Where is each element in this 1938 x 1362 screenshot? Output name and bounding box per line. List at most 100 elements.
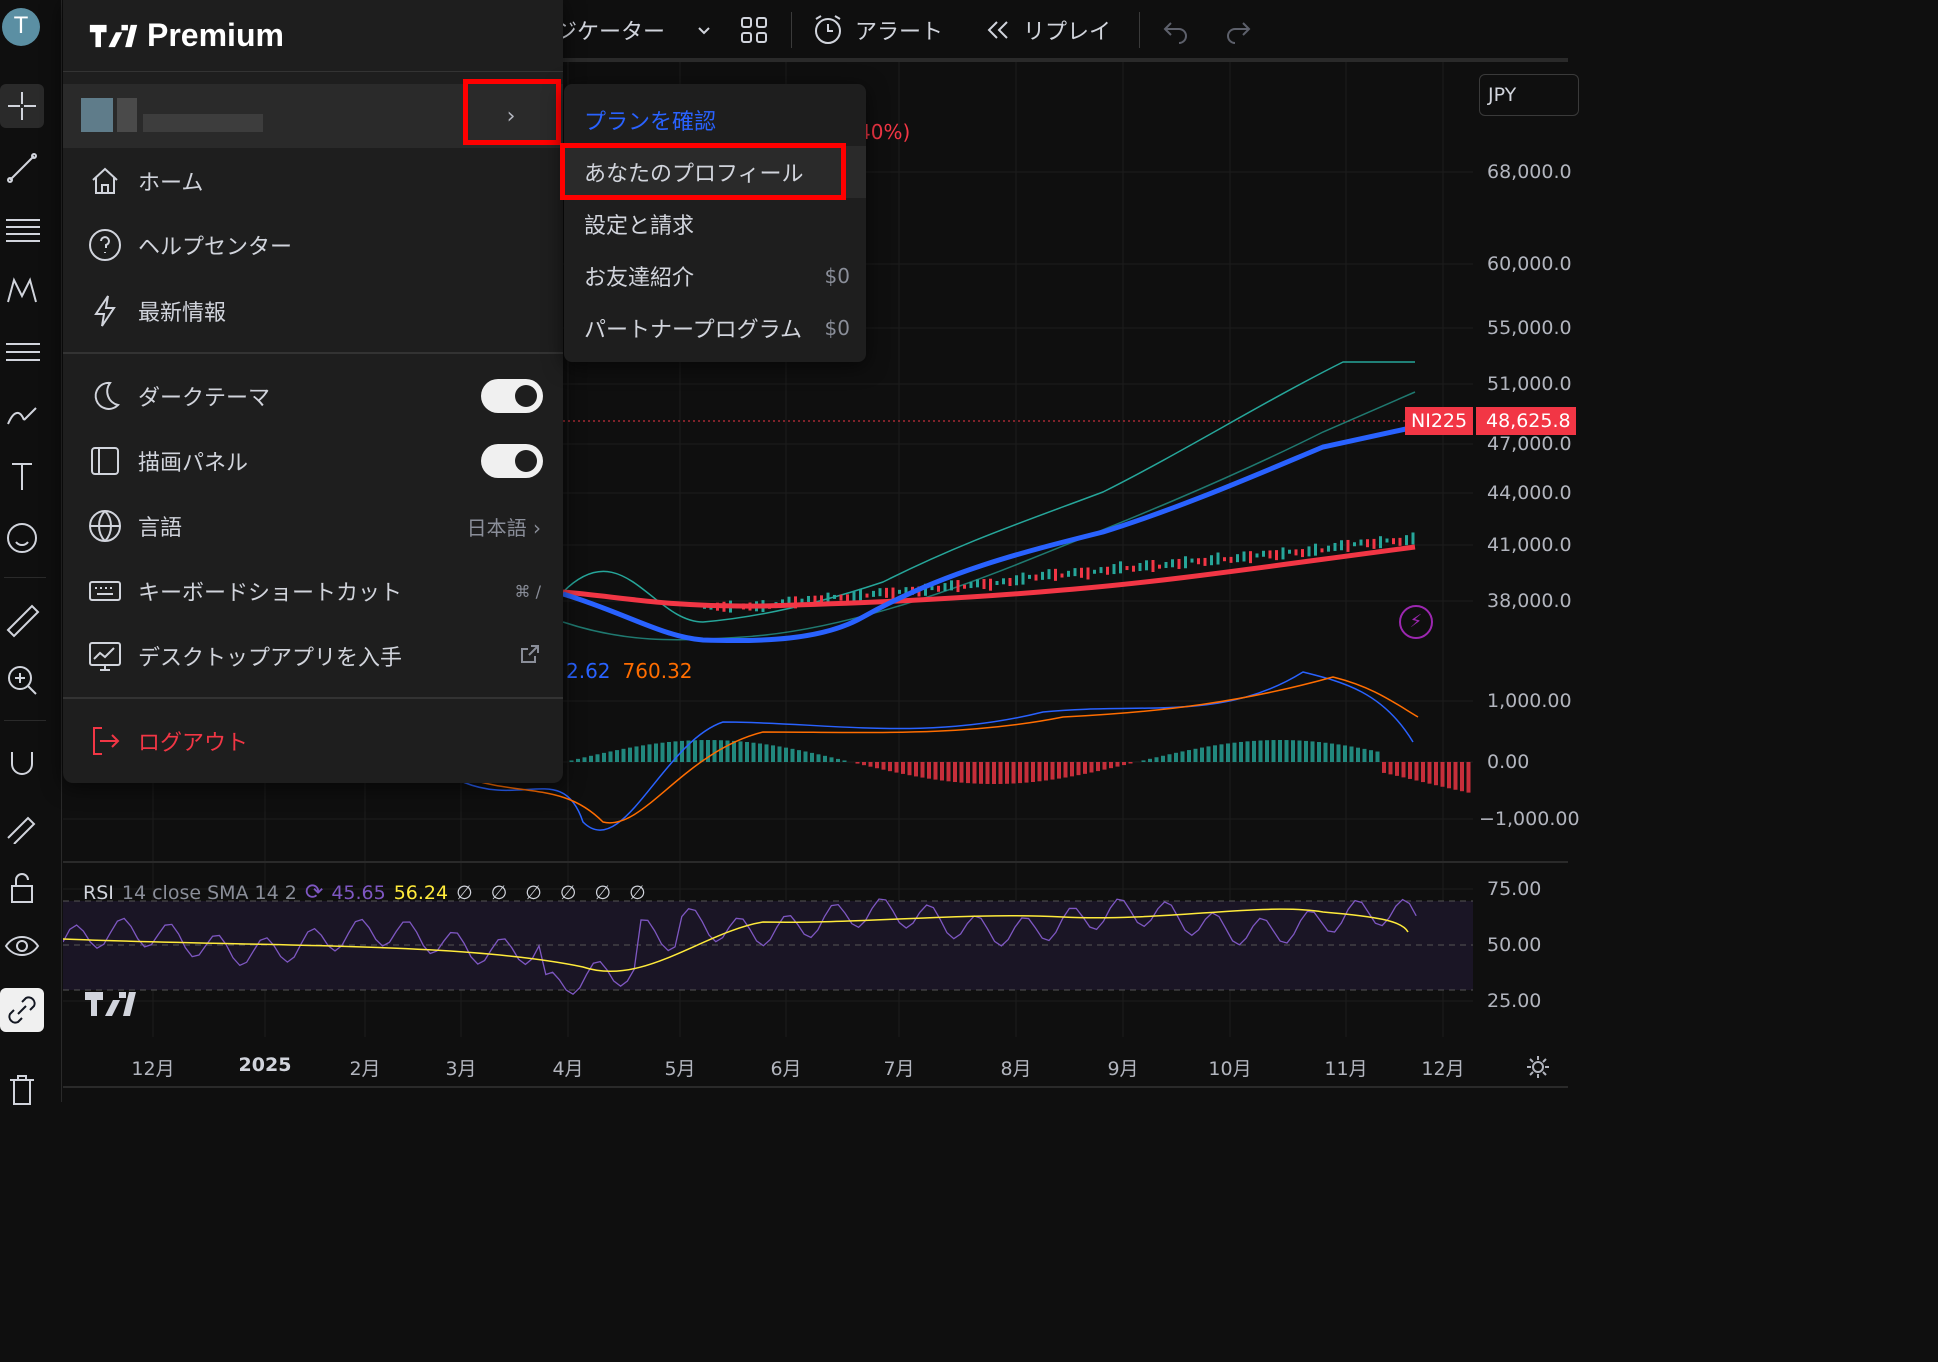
macd-histogram-bar (842, 760, 847, 762)
time-axis-label: 10月 (1208, 1058, 1252, 1080)
macd-axis-label: −1,000.00 (1479, 808, 1580, 830)
drawing-panel-toggle[interactable] (481, 444, 543, 478)
candle (1288, 549, 1291, 554)
trash-icon[interactable] (0, 1066, 44, 1110)
lock-drawing-icon[interactable] (0, 804, 44, 848)
menu-item-help[interactable]: ヘルプセンター (63, 214, 563, 276)
submenu-item-settings-billing[interactable]: 設定と請求 (564, 198, 866, 250)
macd-histogram-bar (1460, 762, 1464, 792)
link-icon[interactable] (0, 988, 44, 1032)
currency-selector[interactable]: JPY (1479, 74, 1579, 116)
eye-icon[interactable] (0, 924, 44, 968)
tradingview-logo (89, 24, 138, 47)
candle (826, 592, 830, 605)
menu-item-drawing-panel[interactable]: 描画パネル (63, 430, 563, 492)
macd-histogram-bar (836, 758, 840, 762)
rsi-axis-label: 25.00 (1487, 990, 1542, 1012)
avatar[interactable]: T (2, 8, 40, 46)
pattern-icon[interactable] (0, 268, 44, 312)
candle (1008, 577, 1012, 586)
indicators-button[interactable]: ジケーター (555, 10, 665, 50)
emoji-icon[interactable] (0, 516, 44, 560)
main-menu: Premium › ホーム ヘルプセンター 最新情報 ダークテーマ 描画パネル … (63, 0, 563, 783)
refresh-icon[interactable]: ⟳ (304, 880, 324, 905)
ruler-icon[interactable] (0, 598, 44, 642)
top-divider (1139, 12, 1140, 48)
redo-icon[interactable] (1223, 10, 1253, 50)
macd-histogram-bar (1310, 741, 1315, 762)
menu-item-home[interactable]: ホーム (63, 150, 563, 212)
macd-histogram-bar (725, 740, 730, 762)
replay-button[interactable]: リプレイ (983, 10, 1111, 50)
time-axis-label: 2月 (349, 1058, 381, 1080)
rsi-legend[interactable]: RSI 14 close SMA 14 2 ⟳ 45.65 56.24 ∅ ∅ … (83, 880, 652, 905)
layout-grid-icon[interactable] (739, 10, 769, 50)
macd-histogram-bar (1421, 762, 1425, 783)
account-row[interactable]: › (63, 84, 563, 148)
account-chevron-button[interactable]: › (463, 84, 559, 148)
macd-histogram-bar (777, 746, 782, 762)
macd-histogram-bar (1427, 762, 1432, 784)
trend-line-icon[interactable] (0, 146, 44, 190)
macd-histogram-bar (582, 757, 587, 762)
macd-histogram-bar (589, 755, 593, 762)
zoom-icon[interactable] (0, 658, 44, 702)
forecast-icon[interactable] (0, 330, 44, 374)
text-icon[interactable] (0, 454, 44, 498)
brush-icon[interactable] (0, 392, 44, 436)
macd-histogram-bar (1213, 745, 1217, 762)
symbol-tag: NI225 (1405, 407, 1474, 435)
external-link-icon (519, 643, 541, 670)
crosshair-icon[interactable] (0, 84, 44, 128)
macd-histogram-bar (1395, 762, 1399, 776)
candle (1164, 561, 1168, 568)
alert-button[interactable]: アラート (811, 10, 943, 50)
macd-histogram-bar (569, 760, 574, 762)
macd-histogram-bar (1252, 740, 1256, 762)
chart-area[interactable]: JPY 40%) 68,000.0 60,000.0 55,000.0 51,0… (63, 62, 1580, 1102)
submenu-item-view-plans[interactable]: プランを確認 (564, 94, 866, 146)
macd-histogram-bar (829, 757, 834, 762)
candle (950, 580, 953, 591)
chart-canvas[interactable] (63, 62, 1568, 1102)
submenu-item-refer-friend[interactable]: お友達紹介 $0 (564, 250, 866, 302)
unlock-icon[interactable] (0, 866, 44, 910)
last-price-tag: 48,625.8 (1476, 407, 1576, 435)
dropdown-chevron-icon[interactable] (695, 10, 713, 50)
macd-histogram-bar (940, 762, 944, 781)
time-axis-label: 7月 (883, 1058, 915, 1080)
submenu-item-value: $0 (824, 316, 850, 340)
macd-histogram-bar (810, 752, 814, 762)
menu-item-news[interactable]: 最新情報 (63, 280, 563, 342)
macd-signal-value: 760.32 (622, 659, 693, 683)
price-axis-label: 60,000.0 (1487, 253, 1572, 275)
menu-divider (63, 352, 563, 354)
fib-lines-icon[interactable] (0, 208, 44, 252)
macd-histogram-bar (1265, 740, 1269, 762)
macd-histogram-bar (1434, 762, 1438, 786)
candle (1236, 554, 1239, 563)
dark-theme-toggle[interactable] (481, 379, 543, 413)
candle (969, 582, 973, 589)
menu-item-shortcuts[interactable]: キーボードショートカット ⌘ / (63, 560, 563, 622)
submenu-item-profile[interactable]: あなたのプロフィール (564, 146, 866, 198)
macd-histogram-bar (712, 740, 717, 762)
submenu-item-partner-program[interactable]: パートナープログラム $0 (564, 302, 866, 354)
menu-item-desktop-app[interactable]: デスクトップアプリを入手 (63, 625, 563, 687)
help-icon (87, 227, 123, 263)
candle (989, 578, 992, 591)
macd-histogram-bar (966, 762, 970, 784)
gear-icon[interactable] (1525, 1054, 1551, 1080)
macd-histogram-bar (608, 751, 613, 762)
menu-item-dark-theme[interactable]: ダークテーマ (63, 365, 563, 427)
lightning-icon[interactable]: ⚡ (1399, 605, 1433, 639)
menu-item-language[interactable]: 言語 日本語 › (63, 495, 563, 557)
undo-icon[interactable] (1161, 10, 1191, 50)
menu-item-logout[interactable]: ログアウト (63, 710, 563, 772)
price-axis-label: 41,000.0 (1487, 534, 1572, 556)
candle (1405, 535, 1408, 546)
macd-histogram-bar (901, 762, 905, 774)
magnet-icon[interactable] (0, 742, 44, 786)
candle (1021, 572, 1025, 585)
macd-histogram-bar (790, 748, 795, 762)
